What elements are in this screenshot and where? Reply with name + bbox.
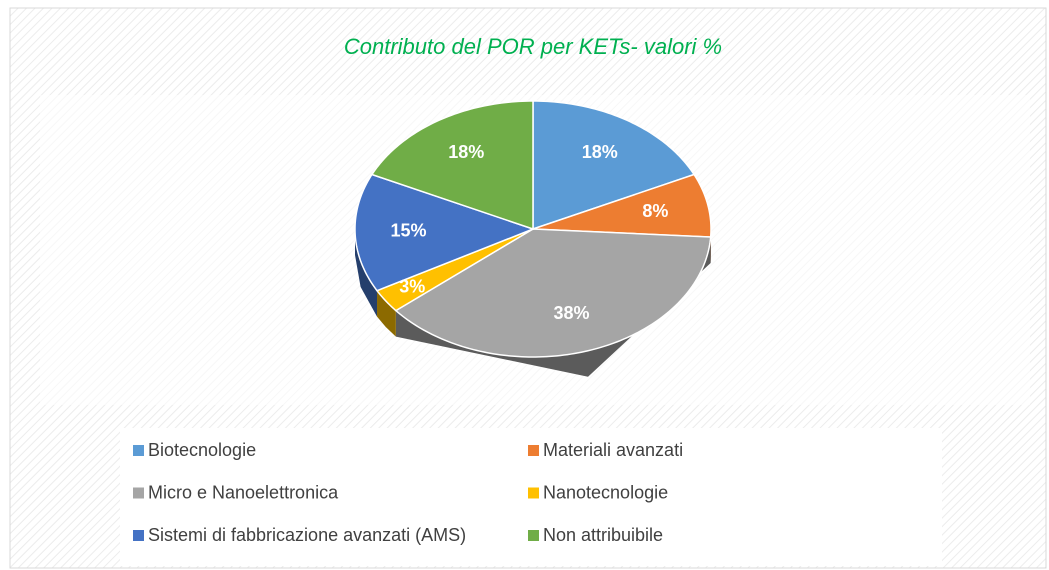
legend-label: Biotecnologie [148, 440, 256, 460]
legend-swatch [528, 530, 539, 541]
pie-tops [354, 100, 712, 358]
data-labels: 18% 8% 38% 3% 15% 18% [390, 142, 668, 323]
data-label: 18% [582, 142, 618, 162]
data-label: 8% [642, 201, 668, 221]
legend-swatch [133, 530, 144, 541]
pie-slice [532, 173, 712, 238]
legend-swatch [528, 487, 539, 499]
pie-side [377, 290, 396, 337]
data-label: 18% [448, 142, 484, 162]
chart-title: Contributo del POR per KETs- valori % [344, 34, 722, 59]
pie-slice [532, 100, 696, 231]
pie-slice [370, 100, 534, 231]
pie-slice [354, 173, 536, 292]
legend: Biotecnologie Materiali avanzati Micro e N… [133, 440, 683, 545]
legend-swatch [528, 445, 539, 456]
data-label: 15% [390, 221, 426, 241]
data-label: 38% [553, 303, 589, 323]
legend-label: Micro e Nanoelettronica [148, 482, 339, 502]
legend-label: Non attribuibile [543, 525, 663, 545]
pie-side [355, 229, 378, 317]
pie-slice [375, 228, 534, 312]
legend-label: Sistemi di fabbricazione avanzati (AMS) [148, 525, 466, 545]
legend-swatch [133, 487, 144, 499]
legend-label: Materiali avanzati [543, 440, 683, 460]
legend-label: Nanotecnologie [543, 482, 668, 502]
legend-swatch [133, 445, 144, 456]
pie-slice [394, 228, 712, 358]
data-label: 3% [399, 277, 425, 297]
